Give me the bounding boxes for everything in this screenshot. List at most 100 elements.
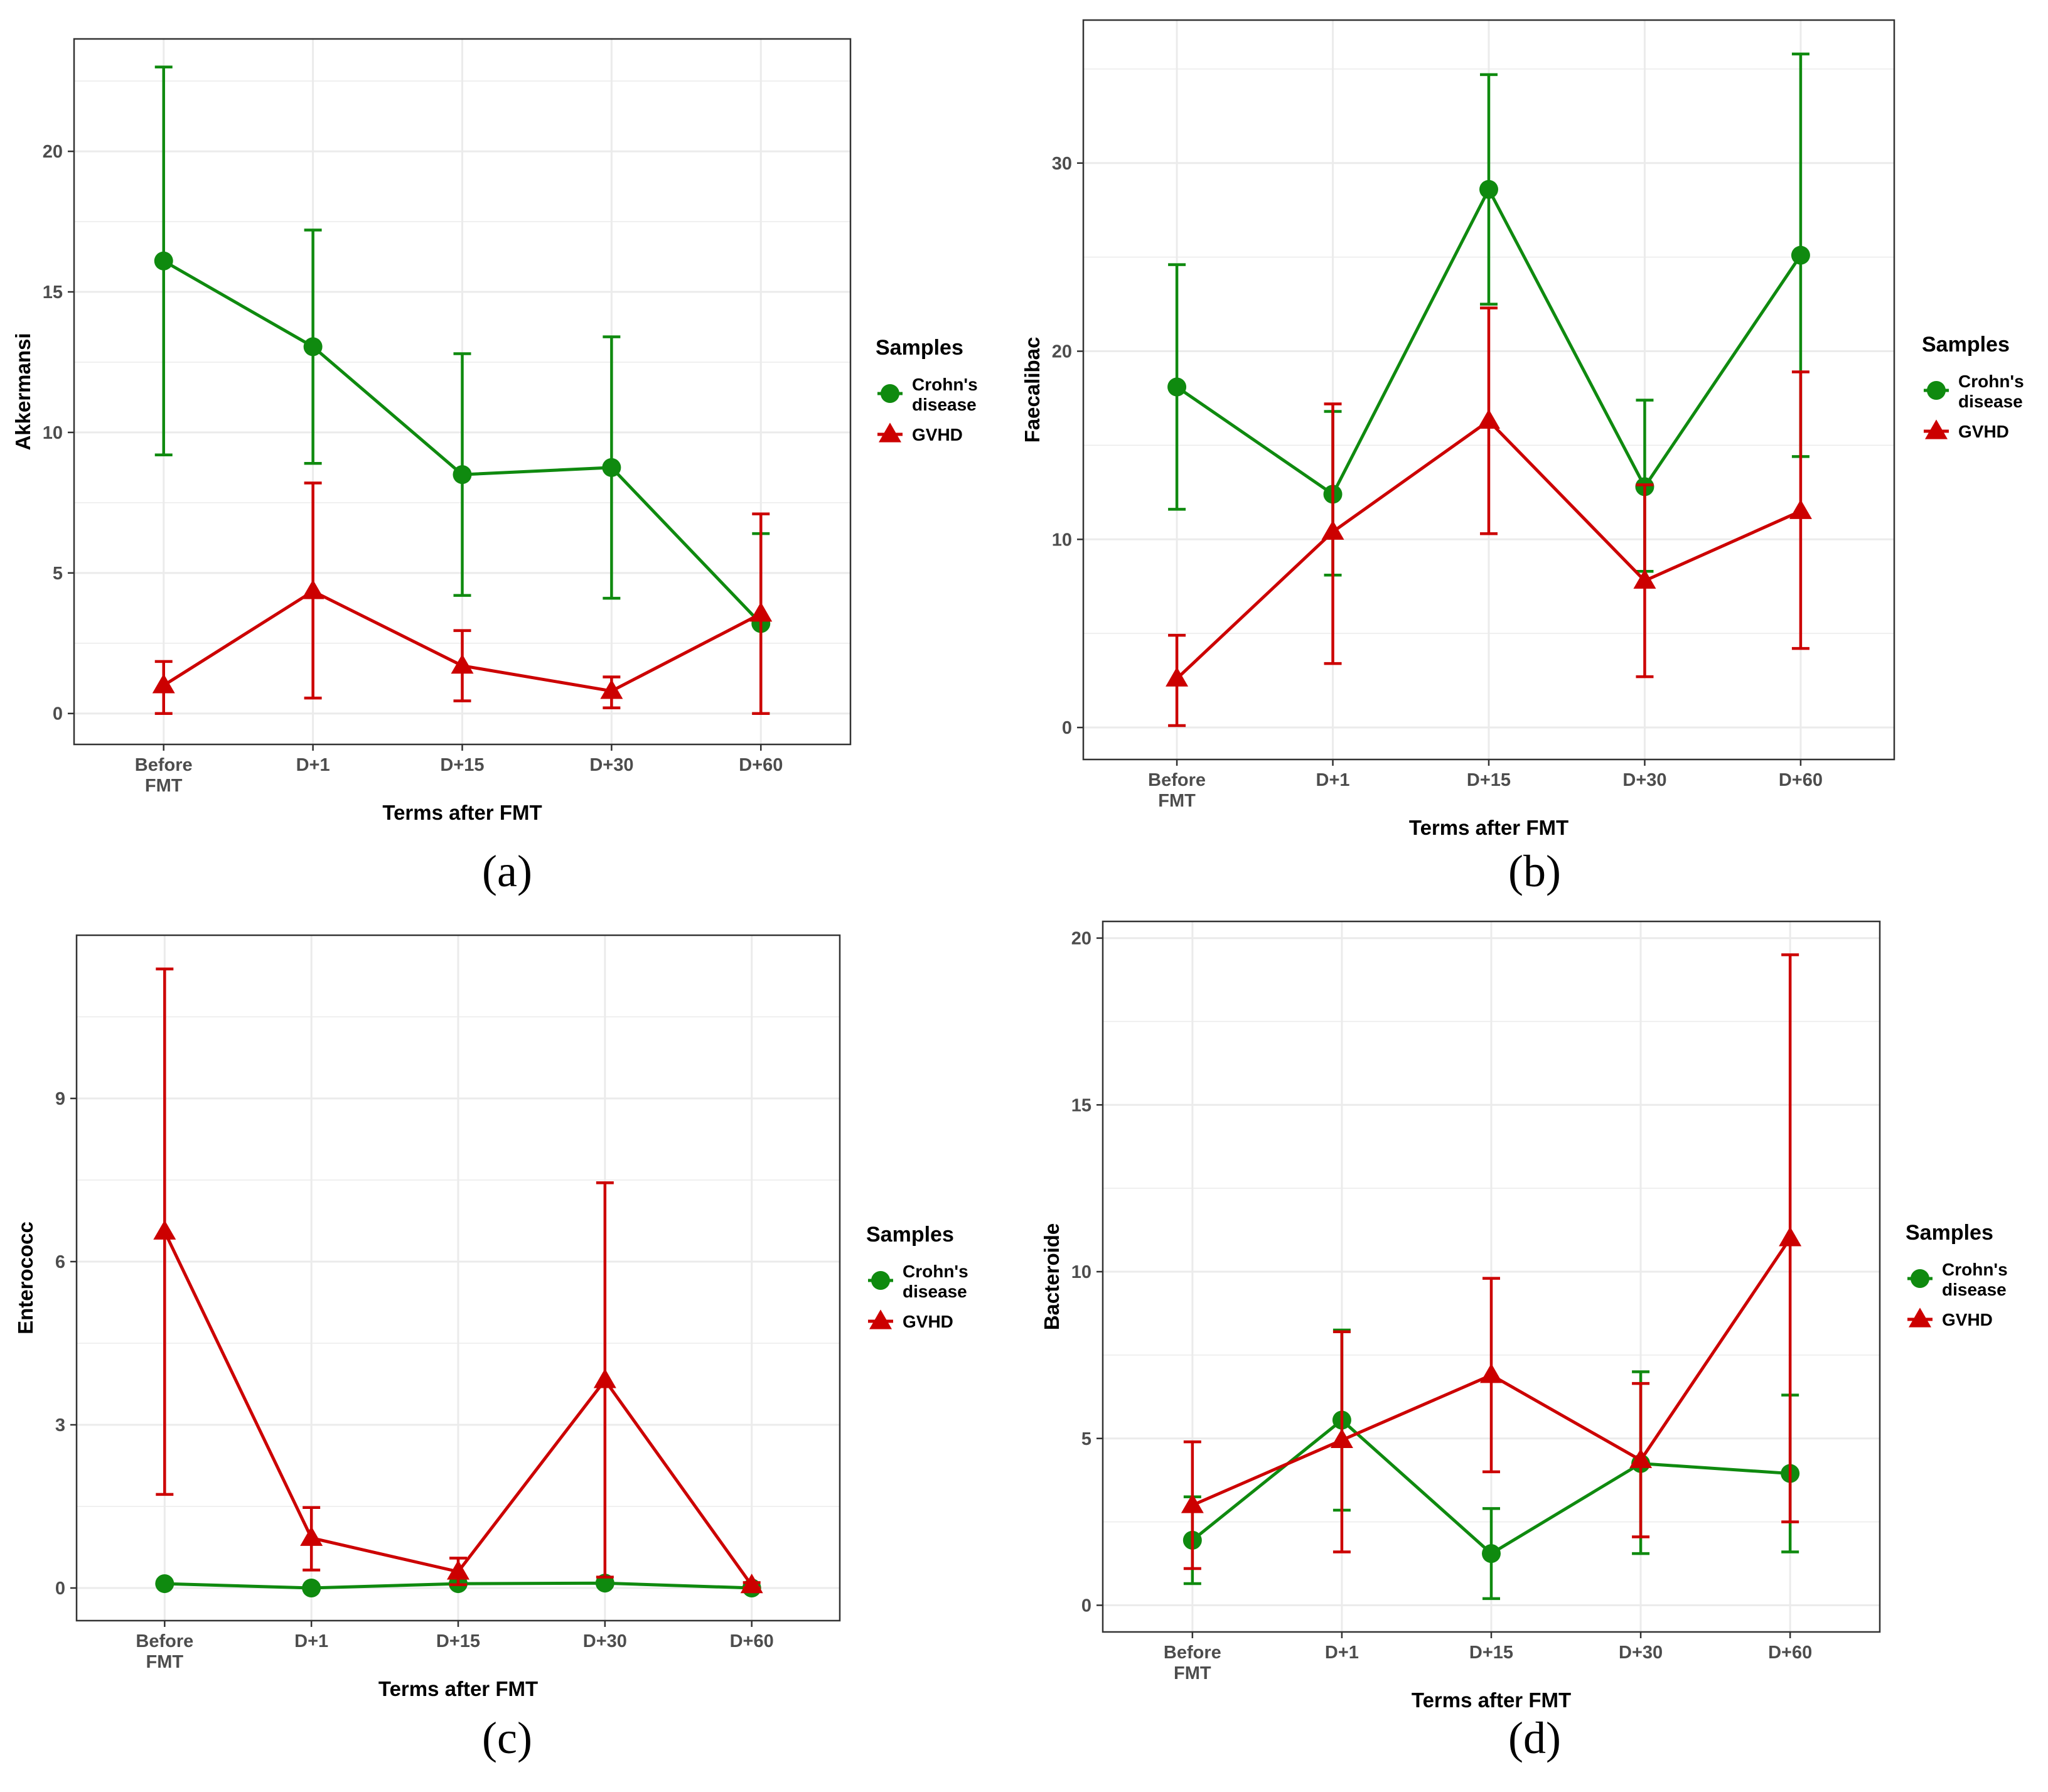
legend-label-line: disease <box>1958 392 2023 411</box>
data-point <box>153 1220 176 1240</box>
plot-frame-c <box>75 934 841 1622</box>
legend-label-line: Crohn's <box>1942 1260 2008 1279</box>
legend-label-line: disease <box>912 395 977 414</box>
chart-panel-a: 0 5 10 15 20 Before FMT D+1 D+15 D+30 D+60 Terms af… <box>11 38 978 896</box>
chart-panel-d: 0 5 10 15 20 Before FMT D+1 D+15 D+30 D+60 Terms af… <box>1040 920 2008 1763</box>
data-point <box>155 1574 174 1594</box>
data-point <box>302 1579 321 1597</box>
legend-label-line: Crohn's <box>912 375 978 394</box>
y-tick-label-d: 15 <box>1071 1095 1091 1115</box>
data-point <box>1480 1363 1503 1383</box>
data-point <box>154 251 173 271</box>
x-axis-title-a: Terms after FMT <box>382 801 542 824</box>
x-tick-label-a: D+1 <box>296 755 330 775</box>
data-point <box>453 465 472 485</box>
x-tick-label-line: D+1 <box>294 1631 328 1651</box>
data-point <box>300 1526 323 1546</box>
x-tick-label-b: D+60 <box>1779 770 1823 790</box>
panel-label-d: (d) <box>1508 1713 1561 1763</box>
chart-panel-b: 0 10 20 30 Before FMT D+1 D+15 D+30 D+60 Terms aft… <box>1021 19 2024 896</box>
data-point <box>749 602 773 622</box>
x-tick-label-c: D+60 <box>730 1631 774 1651</box>
legend-gvhd-label: GVHD <box>1958 422 2009 441</box>
plot-frame-b <box>1082 19 1895 761</box>
data-point <box>1477 409 1500 429</box>
x-axis-title-c: Terms after FMT <box>378 1677 538 1700</box>
y-tick-label-a: 10 <box>43 423 63 443</box>
x-tick-label-line: Before <box>1148 770 1206 790</box>
data-point <box>152 673 175 694</box>
legend-title: Samples <box>1922 333 2010 357</box>
chart-panel-c: 0 3 6 9 Before FMT D+1 D+15 D+30 D+60 Terms after … <box>14 934 968 1763</box>
data-point <box>600 679 623 699</box>
data-point <box>1479 180 1498 199</box>
x-tick-label-d: D+1 <box>1325 1643 1359 1663</box>
x-tick-label-line: D+15 <box>1467 770 1511 790</box>
legend-gvhd-label: GVHD <box>912 425 963 444</box>
data-point <box>1779 1226 1802 1247</box>
data-point <box>451 654 474 674</box>
y-tick-label-c: 6 <box>55 1252 65 1272</box>
data-point <box>1330 1428 1353 1449</box>
data-point <box>593 1368 616 1388</box>
y-axis-title-b: Faecalibac <box>1021 337 1044 443</box>
legend-gvhd-marker <box>879 422 901 443</box>
x-tick-label-line: D+30 <box>583 1631 627 1651</box>
series-gvhd-c <box>153 967 763 1594</box>
data-point <box>447 1560 469 1580</box>
x-tick-label-d: D+60 <box>1768 1643 1812 1663</box>
legend-title: Samples <box>1906 1221 1993 1245</box>
x-tick-label-a: Before FMT <box>135 755 193 796</box>
y-tick-label-c: 9 <box>55 1089 65 1109</box>
series-gvhd-d <box>1181 953 1802 1570</box>
y-tick-label-c: 0 <box>55 1579 65 1599</box>
legend-gvhd-marker <box>1925 419 1948 439</box>
y-tick-label-d: 10 <box>1071 1262 1091 1282</box>
x-tick-label-line: D+30 <box>1622 770 1666 790</box>
x-tick-label-c: D+1 <box>294 1631 328 1651</box>
panel-label-c: (c) <box>482 1713 532 1763</box>
plot-frame-d <box>1102 920 1881 1633</box>
y-tick-label-b: 30 <box>1052 154 1072 174</box>
x-tick-label-line: FMT <box>145 776 183 796</box>
panel-label-a: (a) <box>482 846 532 896</box>
x-tick-label-b: Before FMT <box>1148 770 1206 811</box>
x-tick-label-line: D+1 <box>296 755 330 775</box>
legend-gvhd-label: GVHD <box>903 1312 953 1331</box>
data-point <box>1633 569 1656 589</box>
x-tick-label-line: D+15 <box>1469 1643 1513 1663</box>
legend-label-line: Crohn's <box>903 1262 968 1281</box>
data-point <box>1791 245 1810 265</box>
x-tick-label-line: D+60 <box>1768 1643 1812 1663</box>
legend-crohns-label: Crohn's disease <box>903 1262 968 1301</box>
y-axis-title-a: Akkermansi <box>11 333 35 450</box>
legend-crohns-label: Crohn's disease <box>912 375 978 414</box>
legend-a: Samples Crohn's disease GVHD <box>876 336 978 444</box>
y-tick-label-b: 10 <box>1052 530 1072 550</box>
series-gvhd-a <box>152 481 773 715</box>
panel-label-b: (b) <box>1508 846 1561 896</box>
x-tick-label-c: Before FMT <box>136 1631 193 1672</box>
x-tick-label-a: D+60 <box>739 755 783 775</box>
data-point <box>1482 1544 1501 1564</box>
data-point <box>1181 1493 1204 1513</box>
x-tick-label-line: D+30 <box>1619 1643 1663 1663</box>
legend-gvhd-label: GVHD <box>1942 1310 1993 1329</box>
y-tick-label-b: 20 <box>1052 342 1072 362</box>
x-tick-label-line: Before <box>136 1631 193 1651</box>
series-gvhd-b <box>1166 306 1812 727</box>
data-point <box>1166 667 1189 687</box>
y-axis-title-d: Bacteroide <box>1040 1223 1063 1331</box>
data-point <box>1629 1448 1653 1468</box>
x-tick-label-line: D+60 <box>739 755 783 775</box>
y-tick-label-a: 15 <box>43 282 63 303</box>
x-tick-label-a: D+30 <box>589 755 633 775</box>
legend-crohns-label: Crohn's disease <box>1958 372 2024 411</box>
x-tick-label-c: D+15 <box>436 1631 480 1651</box>
x-tick-label-line: D+1 <box>1325 1643 1359 1663</box>
series-crohns-a <box>154 65 771 715</box>
x-tick-label-line: D+30 <box>589 755 633 775</box>
y-tick-label-b: 0 <box>1062 718 1072 738</box>
x-tick-label-line: Before <box>135 755 193 775</box>
